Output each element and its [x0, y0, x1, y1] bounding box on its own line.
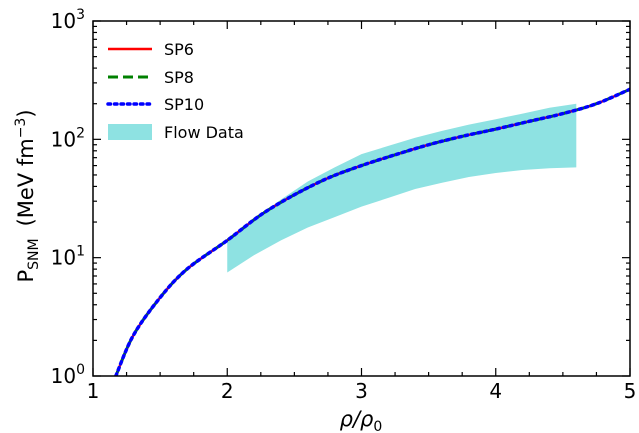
y-tick-label: 103 [51, 7, 85, 33]
legend-label-sp10: SP10 [164, 95, 204, 114]
x-tick-label: 5 [624, 379, 637, 403]
x-tick-label: 4 [489, 379, 502, 403]
y-tick-label: 102 [51, 125, 85, 151]
x-axis-title-sub: 0 [373, 419, 382, 433]
y-axis-title-unit-exp: −3 [13, 118, 29, 139]
x-tick-label: 2 [221, 379, 234, 403]
legend-label-sp6: SP6 [164, 40, 194, 59]
y-axis-title: PSNM (MeV fm−3) [13, 109, 42, 282]
x-axis-title-main: ρ/ρ [340, 407, 374, 431]
legend: SP6 SP8 SP10 Flow Data [106, 40, 244, 142]
y-tick-label: 100 [51, 362, 85, 388]
legend-swatch-flow-data [108, 124, 152, 140]
legend-label-sp8: SP8 [164, 68, 194, 87]
flow-data-band [227, 103, 577, 273]
y-axis-title-sub: SNM [26, 238, 42, 269]
legend-label-flow-data: Flow Data [164, 123, 244, 142]
x-tick-label: 3 [355, 379, 368, 403]
y-axis-title-main: P [14, 270, 38, 283]
y-axis-title-unit-post: ) [14, 109, 38, 117]
y-axis-title-unit-pre: (MeV fm [14, 138, 38, 226]
x-axis-title: ρ/ρ0 [340, 407, 383, 433]
y-tick-label: 101 [51, 244, 85, 270]
x-tick-label: 1 [87, 379, 100, 403]
series-line-sp10 [114, 87, 630, 376]
plot-area: 1 2 3 4 5 100 101 102 103 [51, 7, 637, 403]
